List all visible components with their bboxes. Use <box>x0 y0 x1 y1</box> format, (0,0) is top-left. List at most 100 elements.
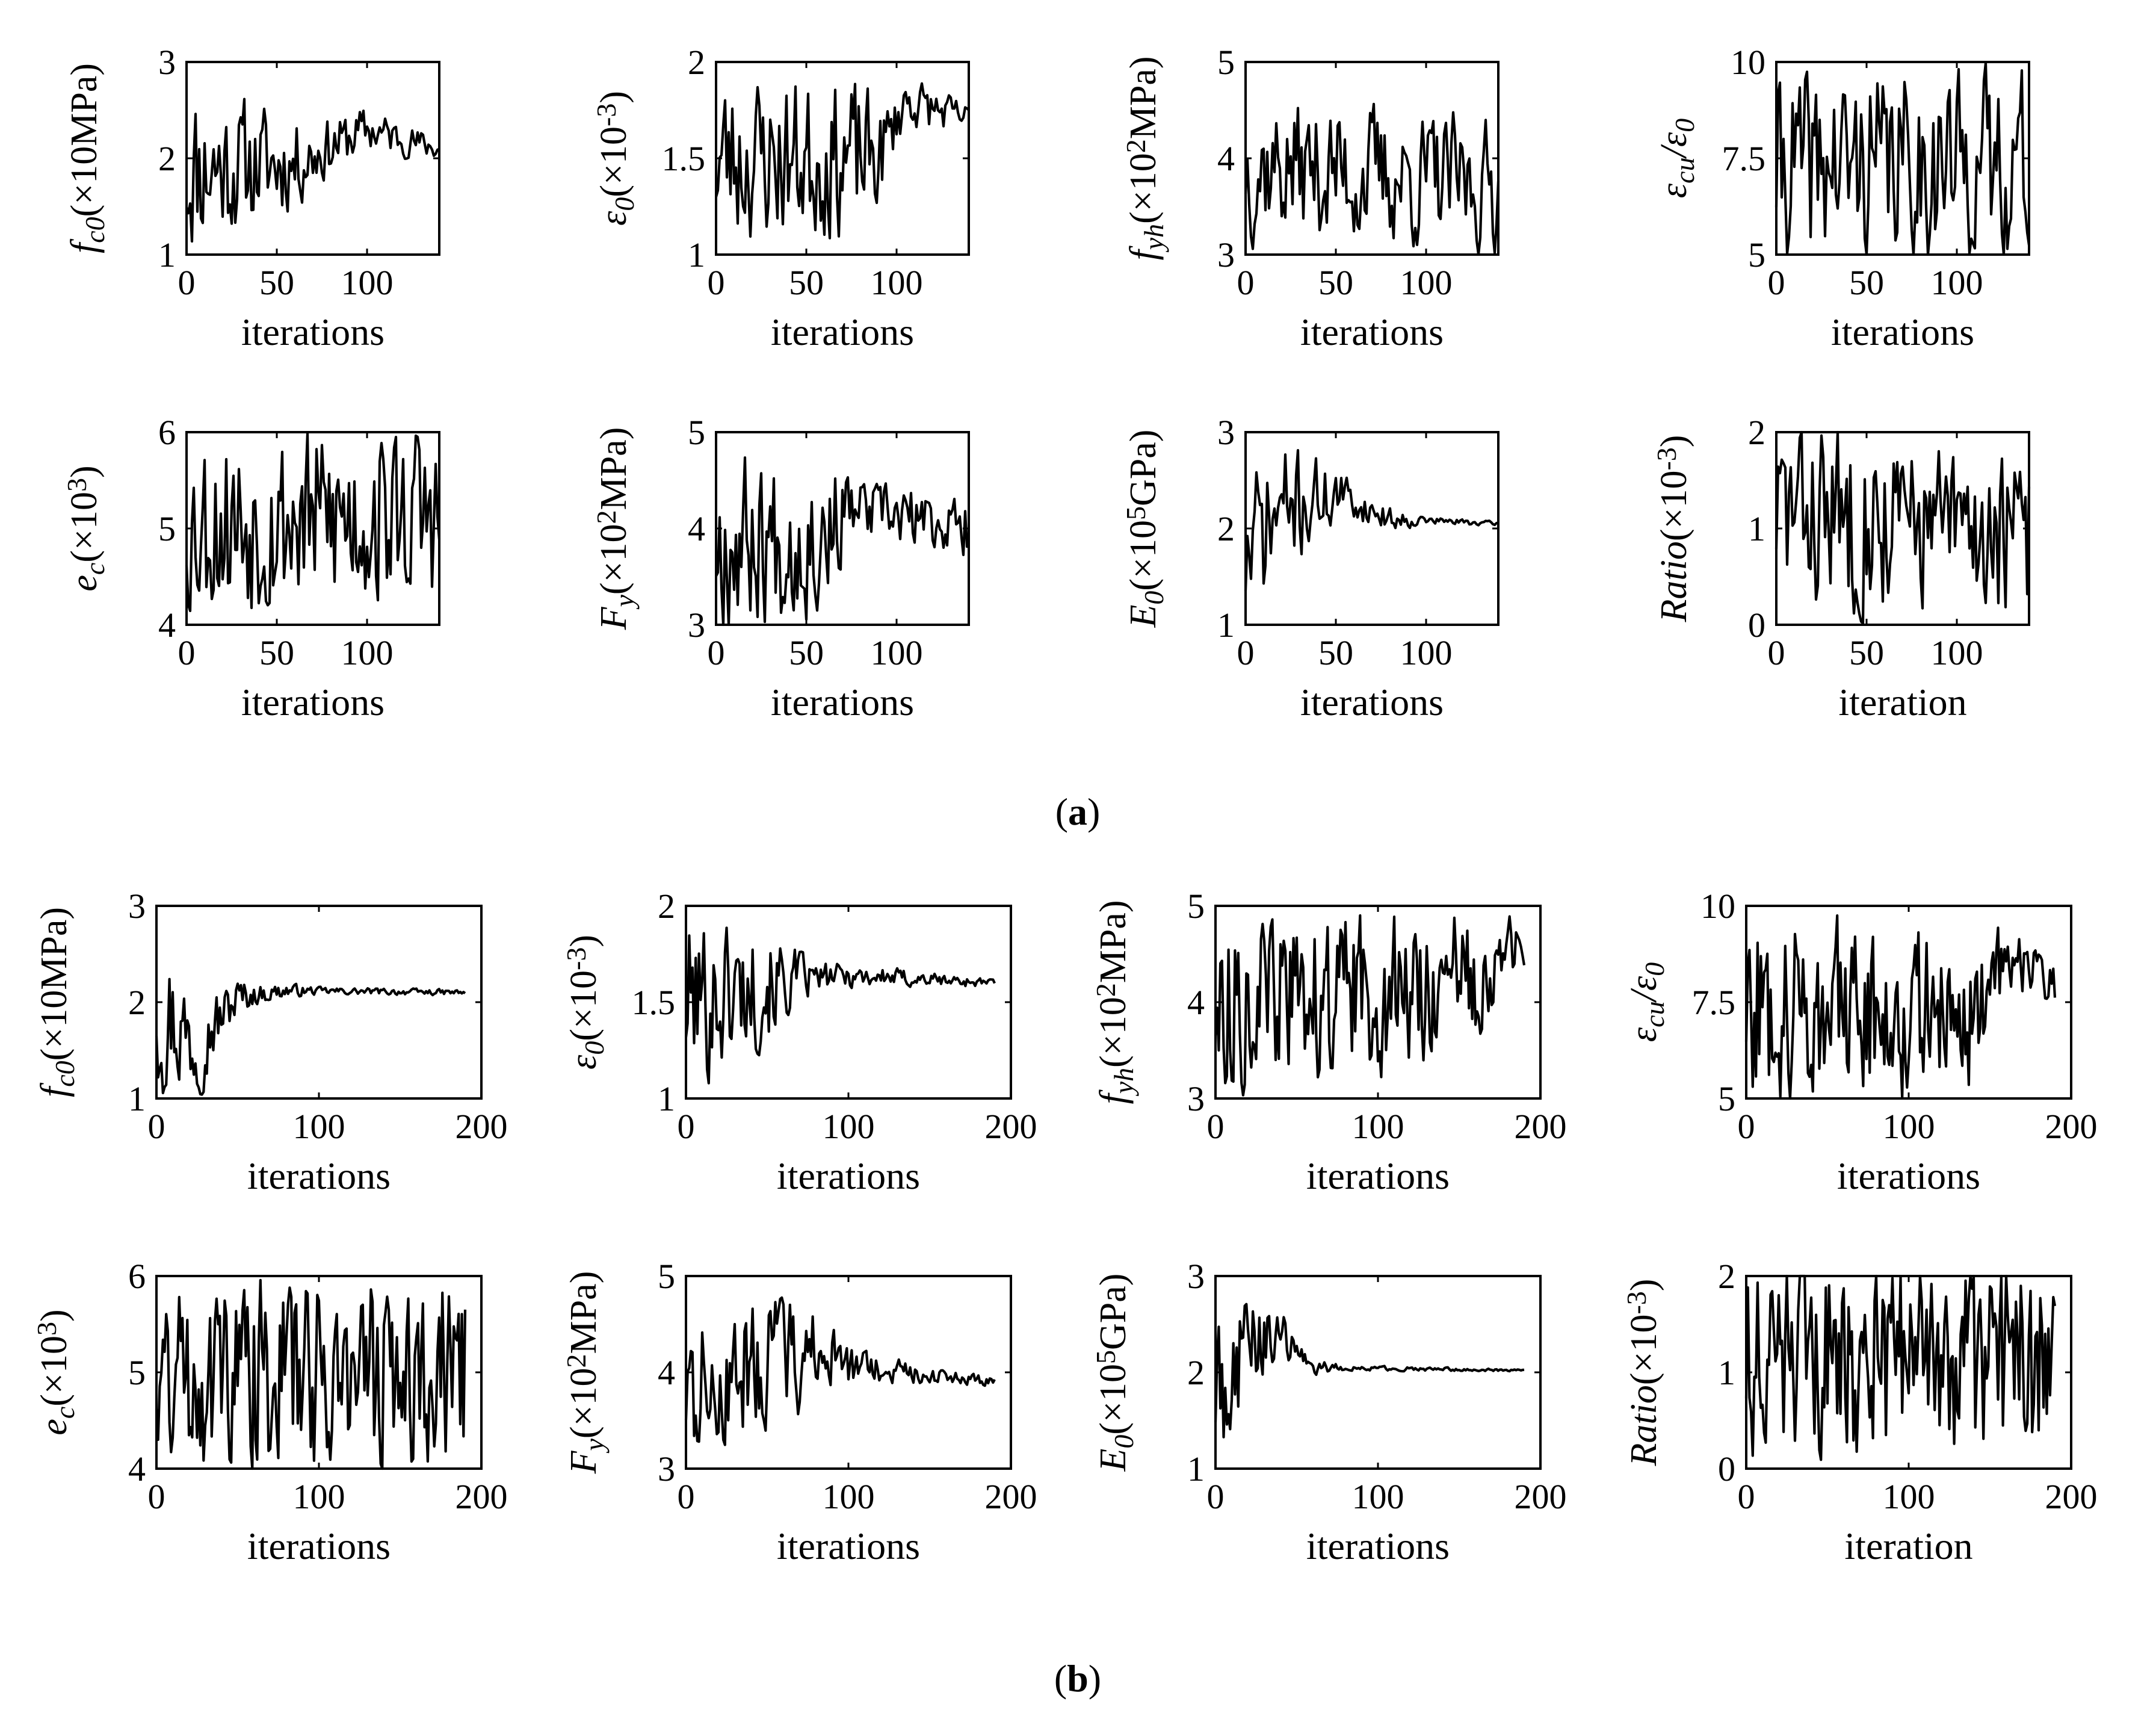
ylabel-part: (×10 <box>34 1336 75 1407</box>
ylabel-part: y <box>579 1438 610 1453</box>
y-tick-label: 3 <box>658 1449 675 1489</box>
subplot-b-5: 0 100 200 4 5 6 iterations ec(×103) <box>31 1257 508 1567</box>
x-tick-label: 200 <box>2045 1477 2098 1516</box>
ylabel-part: /ε <box>1654 132 1694 159</box>
y-axis-label: εcu/ε0 <box>1623 962 1670 1042</box>
x-tick-label: 100 <box>293 1107 345 1146</box>
ylabel-part: 0 <box>1108 1435 1139 1449</box>
x-tick-label: 200 <box>456 1477 508 1516</box>
y-tick-label: 0 <box>1718 1449 1735 1489</box>
y-tick-label: 1.5 <box>662 139 706 178</box>
x-axis-label: iterations <box>241 311 385 353</box>
x-tick-label: 50 <box>1318 263 1353 302</box>
series-line <box>155 977 466 1096</box>
ylabel-part: GPa) <box>1093 1274 1134 1350</box>
y-tick-label: 4 <box>1217 139 1235 178</box>
x-axis-label: iterations <box>777 1154 920 1197</box>
x-tick-label: 0 <box>178 263 196 302</box>
y-axis-label: fyh(×102MPa) <box>1090 900 1139 1104</box>
subplot-b-8: 0 100 200 0 1 2 iteration Ratio(×10-3) <box>1621 1257 2098 1567</box>
series-line <box>1744 914 2057 1100</box>
x-axis-label: iterations <box>247 1154 391 1197</box>
y-tick-label: 4 <box>658 1353 675 1392</box>
ylabel-part: (×10 <box>1654 471 1694 542</box>
ylabel-part: cu <box>1639 1001 1670 1027</box>
y-tick-label: 3 <box>1187 1257 1205 1296</box>
ylabel-part: ) <box>34 1309 75 1322</box>
y-tick-label: 1 <box>158 235 176 274</box>
y-tick-label: 5 <box>1718 1079 1735 1118</box>
y-tick-label: 3 <box>688 606 705 645</box>
x-tick-label: 0 <box>708 633 725 672</box>
x-tick-label: 0 <box>1768 633 1785 672</box>
y-tick-label: 4 <box>688 509 705 548</box>
x-tick-label: 100 <box>1400 263 1453 302</box>
x-tick-label: 100 <box>1883 1107 1935 1146</box>
ylabel-part: (×10 <box>563 1368 604 1439</box>
x-tick-label: 200 <box>985 1477 1037 1516</box>
x-tick-label: 100 <box>823 1107 875 1146</box>
y-axis-label: E0(×105GPa) <box>1090 1274 1139 1472</box>
y-tick-label: 1 <box>128 1079 146 1118</box>
y-tick-label: 2 <box>658 887 675 926</box>
ylabel-part: c0 <box>79 217 110 243</box>
series-line <box>1244 449 1499 591</box>
x-tick-label: 0 <box>1207 1107 1225 1146</box>
ylabel-part: 5 <box>1090 1350 1121 1364</box>
y-tick-label: 1 <box>658 1079 675 1118</box>
ylabel-part: 2 <box>1090 983 1121 997</box>
y-tick-label: 5 <box>688 413 705 452</box>
ylabel-part: y <box>609 594 640 609</box>
ylabel-part: (×10 <box>1123 520 1164 591</box>
ylabel-part: c <box>79 563 110 575</box>
y-tick-label: 1 <box>1718 1353 1735 1392</box>
ylabel-part: (×10 <box>593 524 634 595</box>
y-tick-label: 2 <box>158 139 176 178</box>
x-tick-label: 200 <box>1515 1477 1567 1516</box>
y-tick-label: 4 <box>128 1449 146 1489</box>
ylabel-part: GPa) <box>1123 430 1164 506</box>
y-tick-label: 7.5 <box>1692 983 1736 1022</box>
y-axis-label: Fy(×102MPa) <box>591 427 640 631</box>
ylabel-part: 0 <box>609 197 640 211</box>
x-tick-label: 100 <box>871 263 923 302</box>
x-tick-label: 100 <box>1883 1477 1935 1516</box>
y-tick-label: 6 <box>128 1257 146 1296</box>
x-axis-label: iterations <box>241 681 385 723</box>
y-axis-label: fyh(×102MPa) <box>1120 56 1169 260</box>
x-tick-label: 0 <box>708 263 725 302</box>
y-tick-label: 6 <box>158 413 176 452</box>
ylabel-part: -3 <box>591 104 622 126</box>
ylabel-part: (×10 <box>1123 153 1164 224</box>
ylabel-part: ) <box>1654 435 1694 448</box>
x-tick-label: 50 <box>789 633 824 672</box>
series-line <box>684 926 996 1085</box>
ylabel-part: e <box>64 575 105 592</box>
y-tick-label: 2 <box>128 983 146 1022</box>
ylabel-part: /ε <box>1623 976 1664 1003</box>
x-axis-label: iteration <box>1844 1525 1972 1567</box>
y-tick-label: 4 <box>1187 983 1205 1022</box>
x-tick-label: 0 <box>178 633 196 672</box>
x-tick-label: 100 <box>1931 263 1983 302</box>
ylabel-part: 2 <box>591 510 622 524</box>
x-tick-label: 0 <box>1237 263 1255 302</box>
subplot-a-3: 0 50 100 3 4 5 iterations fyh(×102MPa) <box>1120 43 1500 353</box>
x-tick-label: 100 <box>1931 633 1983 672</box>
x-tick-label: 50 <box>259 263 294 302</box>
subplot-a-5: 0 50 100 4 5 6 iterations ec(×103) <box>61 413 441 723</box>
x-axis-label: iterations <box>247 1525 391 1567</box>
x-axis-label: iterations <box>771 681 914 723</box>
x-tick-label: 0 <box>148 1477 165 1516</box>
ylabel-part: (×10 <box>593 126 634 197</box>
ylabel-part: Ratio <box>1654 541 1694 622</box>
y-tick-label: 2 <box>1217 509 1235 548</box>
y-axis-label: εcu/ε0 <box>1654 119 1700 199</box>
ylabel-part: MPa) <box>1123 56 1164 139</box>
x-tick-label: 0 <box>678 1477 695 1516</box>
y-axis-label: ec(×103) <box>61 465 110 591</box>
ylabel-part: yh <box>1108 1068 1139 1096</box>
y-tick-label: 5 <box>158 509 176 548</box>
